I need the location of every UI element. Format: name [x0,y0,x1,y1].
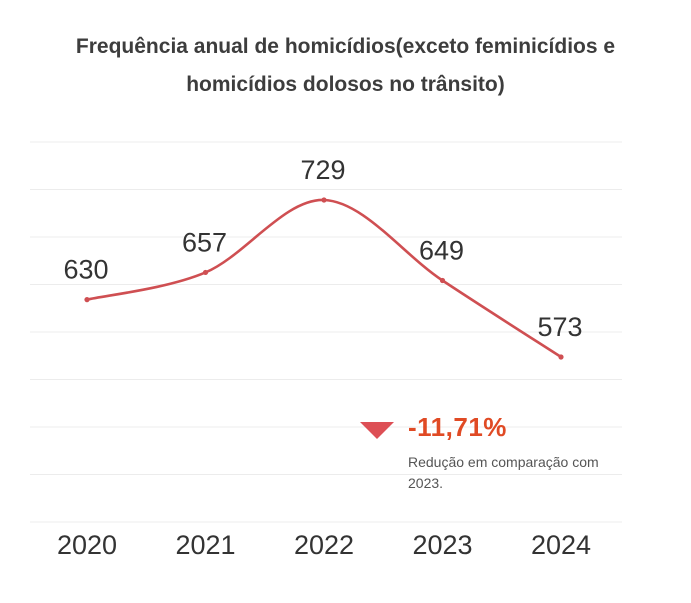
x-tick-label: 2021 [175,530,235,560]
data-point [558,354,564,360]
data-labels: 630 657 729 649 573 [63,155,582,342]
data-label: 729 [300,155,345,185]
data-point [321,197,327,203]
x-tick-label: 2023 [412,530,472,560]
chart-title-line-2: homicídios dolosos no trânsito) [186,73,505,96]
x-tick-label: 2024 [531,530,591,560]
series-line-group [85,198,563,359]
data-point [202,269,209,276]
chart-title-line-1: Frequência anual de homicídios(exceto fe… [75,35,616,58]
change-callout: -11,71% Redução em comparação com 2023. [360,410,620,500]
x-tick-label: 2020 [57,530,117,560]
data-point [84,297,90,303]
down-triangle-icon [360,422,394,439]
data-label: 657 [182,227,227,257]
series-line [85,198,563,359]
x-axis-tick-labels: 2020 2021 2022 2023 2024 [57,530,591,560]
gridlines [30,141,622,523]
percent-change-description: Redução em comparação com 2023. [408,454,599,491]
x-tick-label: 2022 [294,530,354,560]
percent-change-value: -11,71% [408,412,507,442]
chart-title: Frequência anual de homicídios(exceto fe… [0,28,691,104]
data-label: 649 [419,236,464,266]
data-label: 630 [63,255,108,285]
data-label: 573 [537,312,582,342]
data-points [84,197,564,360]
data-point [439,277,446,284]
